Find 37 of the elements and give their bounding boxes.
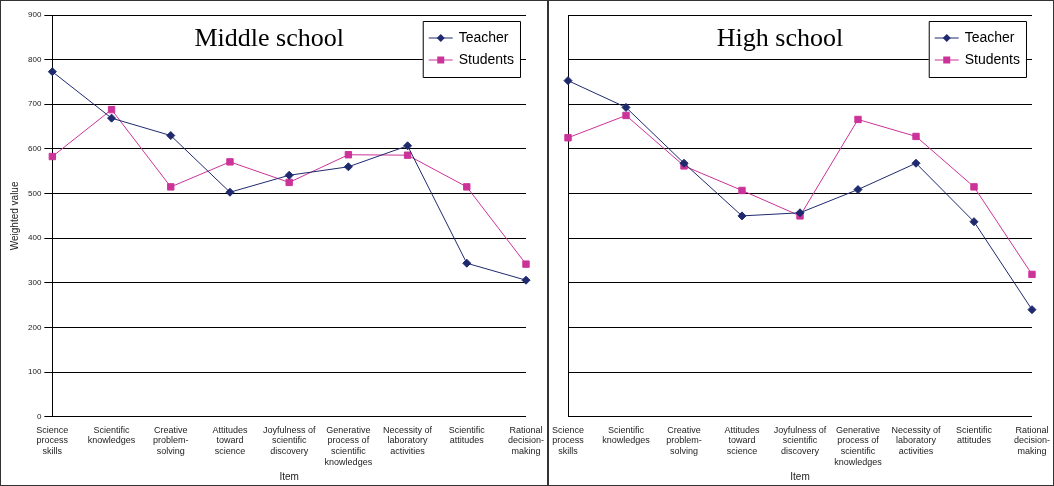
x-axis-title: Item	[279, 470, 299, 482]
x-tick-label: Attitudes toward science	[212, 424, 248, 457]
chart-title: High school	[716, 22, 844, 52]
y-tick-label: 300	[27, 278, 42, 288]
chart-title: Middle school	[194, 22, 344, 52]
y-tick-label: 500	[27, 188, 42, 198]
y-tick-label: 400	[27, 233, 42, 243]
x-tick-label: Rational decision-making	[1013, 424, 1051, 457]
x-tick-label: Joyfulness of scientific discovery	[262, 424, 316, 457]
x-tick-label: Attitudes toward science	[724, 424, 761, 457]
y-tick-label: 600	[27, 144, 42, 154]
y-tick-label: 100	[27, 367, 42, 377]
x-tick-label: Scientific knowledges	[87, 424, 136, 446]
y-tick-label: 900	[27, 10, 42, 20]
x-tick-label: Science process skills	[551, 424, 585, 457]
x-tick-label: Science process skills	[36, 424, 69, 457]
x-tick-label: Creative problem-solving	[153, 424, 189, 457]
x-tick-label: Scientific attitudes	[955, 424, 993, 446]
y-tick-label: 800	[27, 54, 42, 64]
x-tick-label: Rational decision-making	[507, 424, 545, 457]
legend-label: Students	[458, 50, 514, 67]
y-tick-label: 0	[36, 412, 42, 421]
legend-label: Teacher	[458, 28, 509, 45]
x-tick-label: Generative process of scientific knowledges	[834, 424, 883, 468]
x-tick-label: Scientific attitudes	[448, 424, 486, 446]
x-axis-title: Item	[790, 470, 810, 482]
x-tick-label: Generative process of scientific knowledges	[324, 424, 373, 468]
y-axis-title: Weighted value	[8, 181, 20, 251]
y-tick-label: 700	[27, 99, 42, 109]
x-tick-label: Scientific knowledges	[602, 424, 651, 446]
y-tick-label: 200	[27, 322, 42, 332]
x-tick-label: Necessity of laboratory activities	[891, 424, 941, 457]
legend-label: Teacher	[964, 28, 1015, 45]
legend-label: Students	[964, 50, 1020, 67]
x-tick-label: Creative problem-solving	[666, 424, 702, 457]
x-tick-label: Joyfulness of scientific discovery	[773, 424, 827, 457]
x-tick-label: Necessity of laboratory activities	[383, 424, 433, 457]
